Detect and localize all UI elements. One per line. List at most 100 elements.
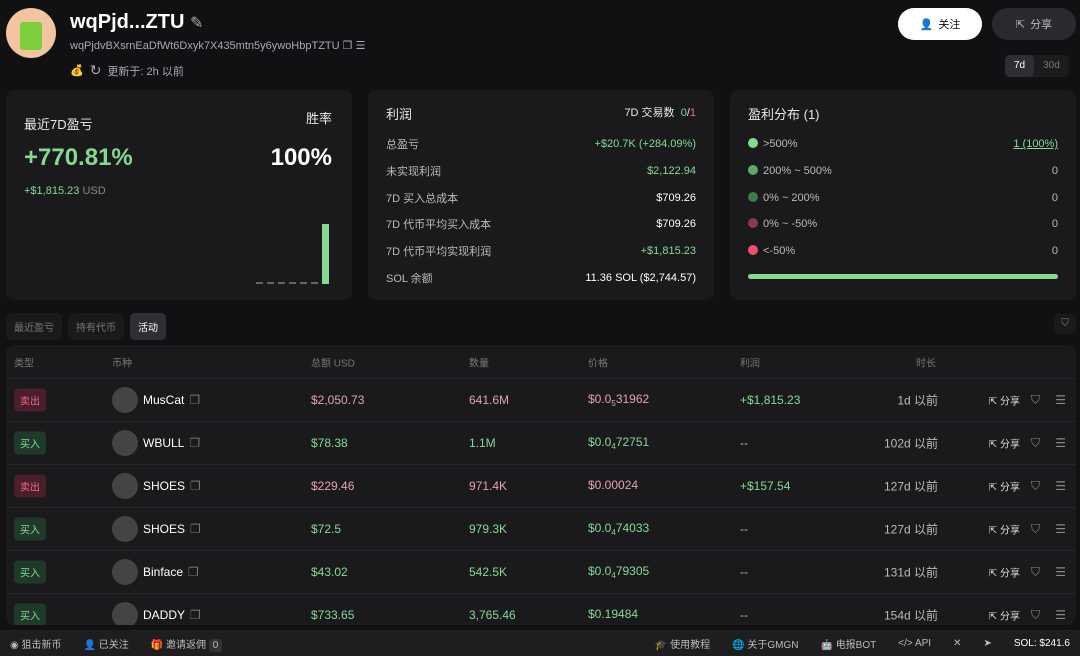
quantity: 979.3K [469,522,508,536]
quantity: 542.5K [469,565,508,579]
follow-button[interactable]: 👤 关注 [898,8,982,40]
table-row[interactable]: 卖出 SHOES ❐ $229.46 971.4K $0.00024 +$157.… [6,464,1076,507]
winrate-bar [322,224,329,284]
table-row[interactable]: 买入 Binface ❐ $43.02 542.5K $0.0479305 -- … [6,550,1076,593]
table-header: 类型 币种 总额 USD 数量 价格 利润 时长 [6,345,1076,378]
period-30d[interactable]: 30d [1043,60,1060,71]
token-avatar [112,559,138,585]
user-add-icon: 👤 [919,18,934,31]
token-name[interactable]: Binface [143,565,184,579]
token-avatar [112,602,138,625]
profit: +$157.54 [740,479,791,493]
age: 131d 以前 [883,565,938,580]
column-header: 总额 USD [311,358,355,369]
filter-icon[interactable]: ⛉ [1030,392,1040,407]
api-link[interactable]: </> API [898,637,932,649]
share-button[interactable]: ⇱ 分享 [988,568,1020,580]
tabs: 最近盈亏 持有代币 活动 [6,313,166,340]
tutorial-link[interactable]: 🎓 使用教程 [654,639,711,651]
profit-row: 未实现利润 $2,122.94 [386,165,696,179]
x-icon[interactable]: ✕ [953,637,962,649]
profit: -- [740,436,748,450]
menu-icon[interactable]: ☰ [1055,608,1066,622]
usd-unit: USD [82,185,106,197]
snipe-link[interactable]: ◉ 狙击新币 [10,639,62,651]
filter-icon[interactable]: ⛉ [1030,521,1040,536]
telegram-icon[interactable]: ➤ [983,637,992,649]
column-header: 价格 [588,358,608,369]
quantity: 1.1M [469,436,496,450]
winrate-bar [311,282,318,284]
table-row[interactable]: 卖出 MusCat ❐ $2,050.73 641.6M $0.0531962 +… [6,378,1076,421]
money-bag-icon: 💰 [70,65,84,77]
period-7d[interactable]: 7d [1005,55,1035,77]
pnl-title: 最近7D盈亏 [24,117,93,132]
tab-activity[interactable]: 活动 [130,313,166,340]
type-badge: 买入 [14,560,46,584]
tab-holdings[interactable]: 持有代币 [68,313,124,340]
edit-icon[interactable]: ✎ [190,15,204,32]
wallet-name: wqPjd...ZTU [70,11,185,33]
refresh-icon[interactable]: ↻ [89,62,102,78]
menu-icon[interactable]: ☰ [1055,393,1066,407]
tab-recent-pnl[interactable]: 最近盈亏 [6,313,62,340]
distribution-row: <-50% 0 [748,238,1058,265]
pnl-card: 最近7D盈亏 胜率 +770.81% 100% +$1,815.23 USD [6,90,352,300]
total-usd: $43.02 [311,565,348,579]
dot-icon [748,138,758,149]
menu-icon[interactable]: ☰ [1055,522,1066,536]
copy-icon[interactable]: ❐ [342,40,353,52]
pnl-usd: +$1,815.23 [24,185,80,197]
age: 1d 以前 [897,393,938,408]
copy-icon[interactable]: ❐ [190,522,201,536]
menu-icon[interactable]: ☰ [1055,479,1066,493]
copy-icon[interactable]: ❐ [188,565,199,579]
updated-time: 更新于: 2h 以前 [107,65,184,78]
dot-icon [748,245,758,256]
about-link[interactable]: 🌐 关于GMGN [732,639,799,651]
menu-icon[interactable]: ☰ [1055,436,1066,450]
copy-icon[interactable]: ❐ [189,393,201,407]
copy-icon[interactable]: ❐ [190,479,201,493]
filter-icon[interactable]: ⛉ [1030,435,1040,450]
total-usd: $2,050.73 [311,393,365,407]
column-header: 数量 [469,358,489,369]
winrate-bar [289,282,296,284]
sol-price: SOL: $241.6 [1013,637,1070,649]
token-name[interactable]: MusCat [143,393,185,407]
menu-icon[interactable]: ☰ [1055,565,1066,579]
trades-total: 1 [689,107,696,119]
age: 102d 以前 [883,436,938,451]
age: 127d 以前 [883,479,938,494]
token-name[interactable]: SHOES [143,522,186,536]
bot-link[interactable]: 🤖 电报BOT [820,639,877,651]
copy-icon[interactable]: ❐ [190,608,201,622]
quantity: 3,765.46 [469,608,516,622]
profit: -- [740,522,748,536]
share-button[interactable]: ⇱ 分享 [988,525,1020,537]
filter-icon[interactable]: ⛉ [1030,607,1040,622]
token-name[interactable]: WBULL [143,436,185,450]
share-button[interactable]: ⇱ 分享 [988,482,1020,494]
table-row[interactable]: 买入 SHOES ❐ $72.5 979.3K $0.0474033 -- 127… [6,507,1076,550]
filter-icon[interactable]: ⛉ [1030,478,1040,493]
filter-icon[interactable]: ⛉ [1054,314,1076,334]
invite-link[interactable]: 🎁 邀请返佣 0 [151,636,223,652]
trades-win: 0 [680,107,687,119]
token-avatar [112,430,138,456]
followed-link[interactable]: 👤 已关注 [83,639,129,651]
filter-icon[interactable]: ⛉ [1030,564,1040,579]
share-button[interactable]: ⇱ 分享 [988,396,1020,408]
table-row[interactable]: 买入 WBULL ❐ $78.38 1.1M $0.0472751 -- 102d… [6,421,1076,464]
token-name[interactable]: SHOES [143,479,186,493]
menu-icon[interactable]: ☰ [355,40,366,52]
share-button[interactable]: ⇱ 分享 [988,439,1020,451]
table-row[interactable]: 买入 DADDY ❐ $733.65 3,765.46 $0.19484 -- 1… [6,593,1076,625]
copy-icon[interactable]: ❐ [189,436,201,450]
share-button[interactable]: ⇱ 分享 [992,8,1076,40]
token-avatar [112,387,138,413]
distribution-row: >500% 1 (100%) [748,131,1058,158]
token-name[interactable]: DADDY [143,608,186,622]
share-button[interactable]: ⇱ 分享 [988,611,1020,623]
dot-icon [748,191,758,202]
